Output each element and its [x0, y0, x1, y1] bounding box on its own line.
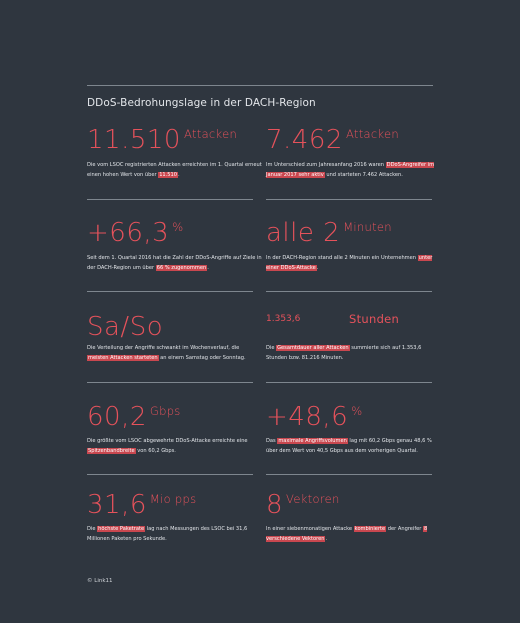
desc-text: Im Unterschied zum Jahresanfang 2016 war…	[266, 162, 386, 168]
stat-desc-bandwidth: Die größte vom LSOC abgewehrte DDoS-Atta…	[87, 437, 262, 456]
divider-right-2	[266, 291, 432, 292]
highlight: Spitzenbandbreite	[87, 447, 136, 454]
desc-text: In einer siebenmonatigen Attacke	[266, 526, 354, 532]
stat-desc-vectors: In einer siebenmonatigen Attacke kombini…	[266, 525, 441, 544]
stat-number: alle 2	[266, 218, 341, 248]
highlight: 11.510	[158, 171, 179, 178]
stat-value-duration: 1.353,6	[266, 314, 301, 324]
divider-right-1	[266, 199, 432, 200]
desc-text: .	[325, 535, 328, 542]
highlight: Gesamtdauer aller Attacken	[276, 345, 350, 351]
top-rule	[87, 85, 433, 86]
stat-unit-duration: Stunden	[349, 312, 400, 326]
desc-text: an einem Samstag oder Sonntag.	[158, 354, 246, 361]
highlight: maximale Angriffsvolumen	[277, 438, 348, 444]
divider-right-3	[266, 382, 432, 383]
stat-number: +66,3	[87, 218, 170, 248]
stat-value-packet-rate: 31,6 Mio pps	[87, 492, 196, 518]
desc-text: Die	[266, 345, 277, 351]
stat-desc-weekend: Die Verteilung der Angriffe schwankt im …	[87, 344, 262, 363]
stat-desc-duration: Die Gesamtdauer aller Attacken summierte…	[266, 344, 441, 363]
stat-desc-volume-growth: Das maximale Angriffsvolumen lag mit 60,…	[266, 437, 441, 456]
stat-desc-attacks-quarter: Die vom LSOC registrierten Attacken erre…	[87, 161, 262, 180]
stat-value-bandwidth: 60,2 Gbps	[87, 404, 181, 430]
page-title: DDoS-Bedrohungslage in der DACH-Region	[87, 97, 316, 109]
stat-value-growth: +66,3%	[87, 220, 183, 246]
divider-left-1	[87, 199, 253, 200]
stat-number: 7.462	[266, 125, 343, 155]
desc-text: der Angreifer	[386, 526, 423, 532]
stat-number: +48,6	[266, 402, 349, 432]
highlight: 66 % zugenommen	[155, 264, 208, 271]
highlight: höchste Paketrate	[97, 526, 146, 532]
stat-unit: %	[172, 220, 184, 234]
stat-unit: %	[351, 404, 363, 418]
stat-value-attacks-january: 7.462 Attacken	[266, 127, 399, 153]
desc-text: Seit dem 1. Quartal 2016 hat die Zahl de…	[87, 255, 262, 271]
stat-unit: Attacken	[345, 127, 400, 141]
stat-unit: Mio pps	[149, 492, 197, 506]
desc-text: Die Verteilung der Angriffe schwankt im …	[87, 345, 240, 351]
stat-unit: Gbps	[149, 404, 181, 418]
divider-right-4	[266, 474, 432, 475]
desc-text: summierte sich auf 1.353,6 Stunden bzw. …	[266, 345, 422, 361]
highlight: kombinierte	[353, 526, 387, 532]
desc-text: Die vom LSOC registrierten Attacken erre…	[87, 162, 262, 178]
desc-text: .	[178, 171, 180, 178]
desc-text: In der DACH-Region stand alle 2 Minuten …	[266, 255, 418, 261]
stat-unit: Minuten	[343, 220, 392, 234]
desc-text: Die	[87, 526, 98, 532]
stat-value-volume-growth: +48,6%	[266, 404, 362, 430]
divider-left-4	[87, 474, 253, 475]
stat-number: 11.510	[87, 125, 181, 155]
stat-number: 60,2	[87, 402, 147, 432]
desc-text: Das	[266, 438, 278, 444]
stat-unit: Attacken	[183, 127, 238, 141]
stat-value-attacks-quarter: 11.510 Attacken	[87, 127, 237, 153]
stat-desc-packet-rate: Die höchste Paketrate lag nach Messungen…	[87, 525, 262, 544]
stat-number: Sa/So	[87, 312, 164, 342]
stat-value-frequency: alle 2 Minuten	[266, 220, 392, 246]
divider-left-2	[87, 291, 253, 292]
stat-value-weekend: Sa/So	[87, 314, 163, 340]
desc-text: und starteten 7.462 Attacken.	[324, 171, 403, 178]
stat-value-vectors: 8 Vektoren	[266, 492, 340, 518]
desc-text: lag nach Messungen des LSOC bei 31,6 Mil…	[87, 526, 248, 542]
highlight: meisten Attacken starteten	[87, 354, 159, 361]
desc-text: .	[316, 264, 319, 271]
desc-text: .	[207, 264, 209, 271]
footer-copyright: © Link11	[87, 578, 113, 584]
stat-desc-growth: Seit dem 1. Quartal 2016 hat die Zahl de…	[87, 254, 262, 273]
desc-text: von 60,2 Gbps.	[135, 447, 176, 454]
desc-text: Die größte vom LSOC abgewehrte DDoS-Atta…	[87, 438, 248, 444]
stat-number: 8	[266, 490, 284, 520]
stat-desc-frequency: In der DACH-Region stand alle 2 Minuten …	[266, 254, 441, 273]
stat-unit: Vektoren	[286, 492, 340, 506]
divider-left-3	[87, 382, 253, 383]
stat-desc-attacks-january: Im Unterschied zum Jahresanfang 2016 war…	[266, 161, 441, 180]
desc-text: lag mit 60,2 Gbps genau 48,6 % über dem …	[266, 438, 432, 454]
stat-number: 31,6	[87, 490, 147, 520]
